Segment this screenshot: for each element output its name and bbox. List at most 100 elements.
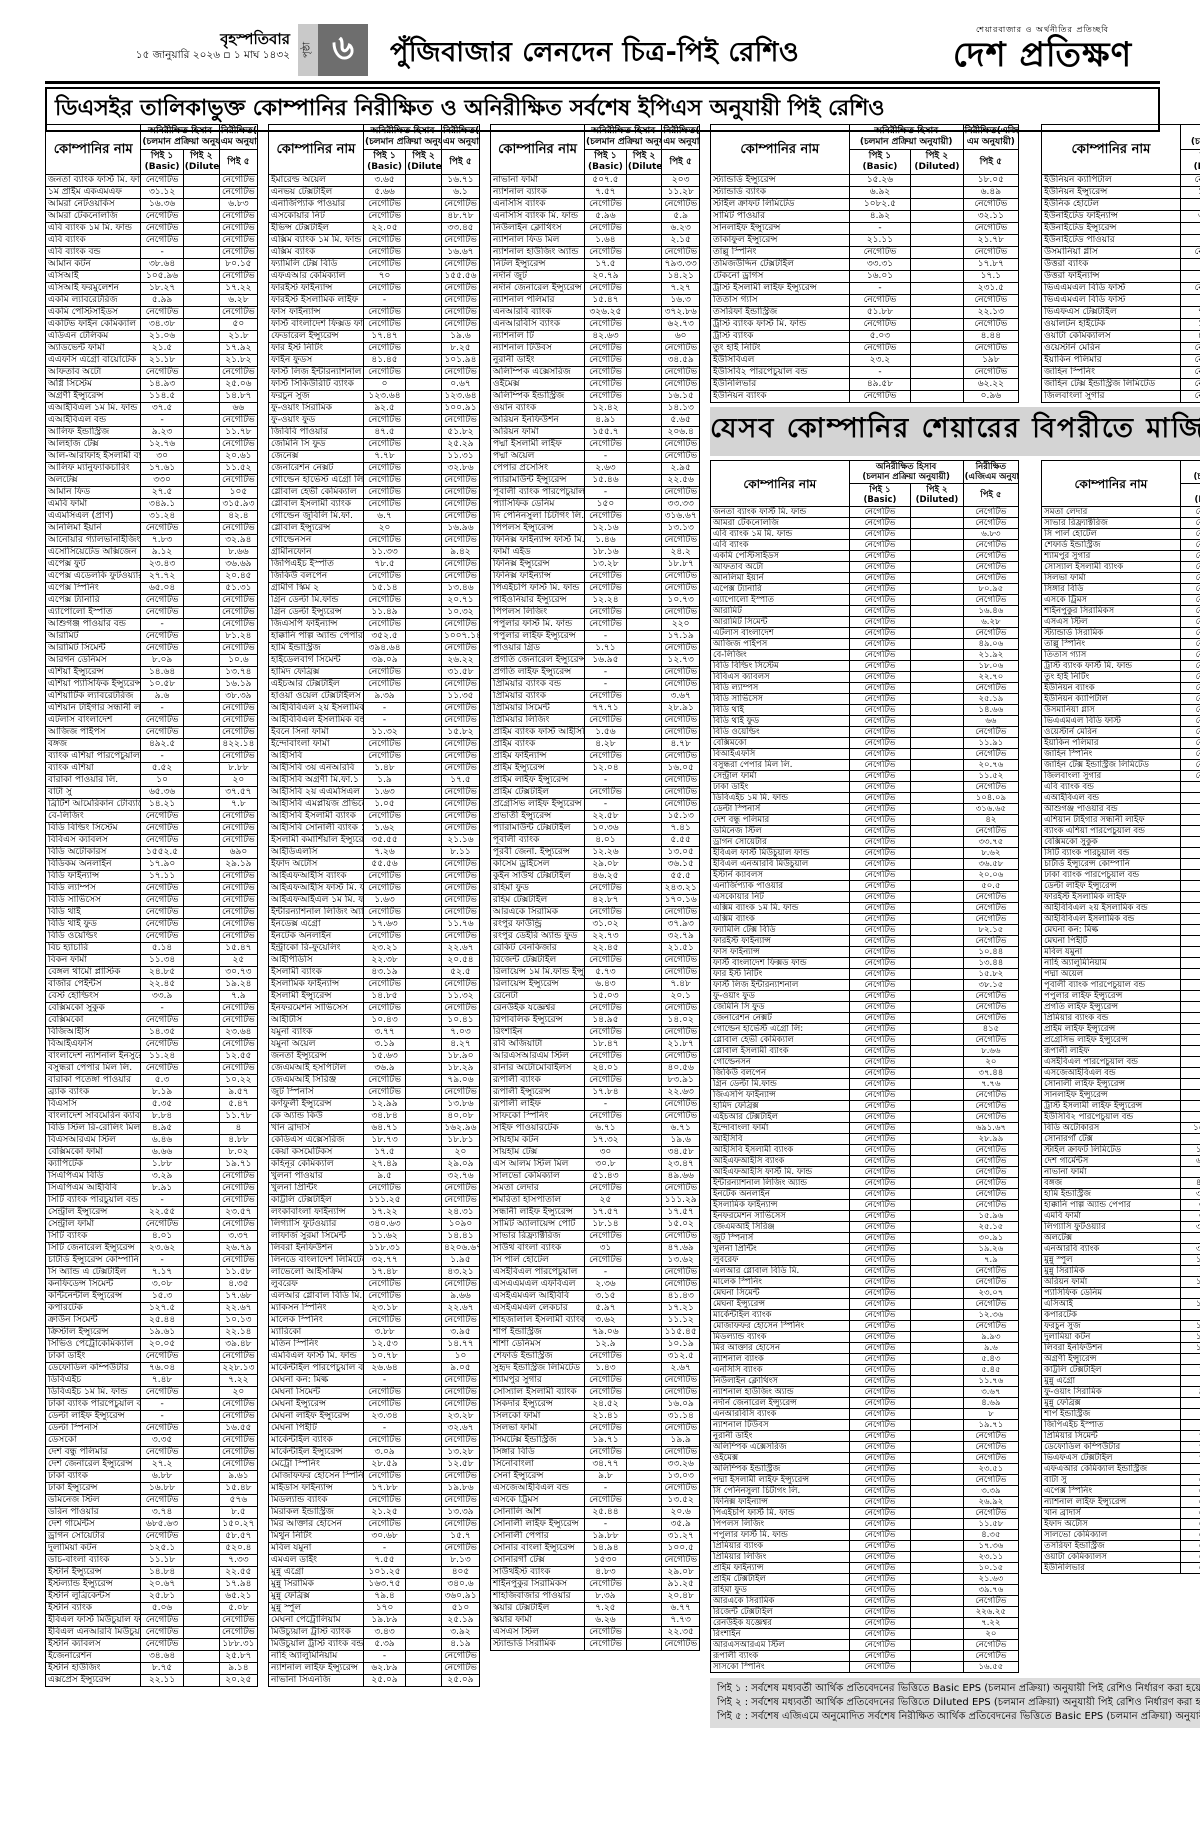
pe2-value	[182, 282, 220, 295]
company-name: এআইবিএল বন্ড	[1041, 792, 1181, 804]
pe2-value	[182, 786, 220, 799]
pe2-value	[182, 186, 220, 199]
pe5-value: নেগেটিভ	[661, 1098, 700, 1111]
company-row: আলিফ ইন্ডাস্ট্রিজ ৯.২৩ ১১.৭৮	[44, 426, 259, 439]
pe1-value: নেগেটিভ	[848, 1628, 912, 1640]
company-name: আইসিবি	[710, 1133, 850, 1145]
table-body: জনতা ব্যাংক ফার্স্ট মি. ফান্ড নেগেটিভ নেগে…	[710, 506, 1020, 1673]
pe2-value	[625, 990, 663, 1003]
pe2-header: পিই ২(Diluted)	[405, 149, 442, 175]
pe5-value: ৪২	[962, 814, 1020, 826]
pe5-value: ১৩.৪৪	[962, 957, 1020, 969]
pe1-value: নেগেটিভ	[584, 1026, 627, 1039]
company-name: ঢাকা ব্যাংক পারপেচুয়াল বন্ড	[1041, 869, 1181, 881]
pe2-value	[182, 1326, 220, 1339]
pe2-value	[910, 270, 964, 283]
pe1-value: ২৫	[584, 1194, 627, 1207]
company-name: জিবিবি পাওয়ার	[268, 426, 364, 439]
pe1-value: -	[584, 1518, 627, 1531]
pe1-value: ৬.৪৬	[140, 1134, 184, 1147]
pe1-value: নেগেটিভ	[140, 726, 184, 739]
pe2-value	[625, 630, 663, 643]
table-header: কোম্পানির নাম অনিরীক্ষিত হিসাব(চলমান প্র…	[1041, 124, 1200, 175]
pe1-value: ৪৮৪.১৭	[1179, 1177, 1200, 1189]
pe1-value: নেগেটিভ	[140, 1614, 184, 1627]
pe1-value: ৩০.৬৮	[362, 1530, 407, 1543]
company-name: জেমিনি সি ফুড	[710, 1001, 850, 1013]
pe1-value: ১১.৩২	[362, 726, 407, 739]
company-name: ফিনিক্স ফাইন্যান্স	[489, 570, 586, 583]
pe2-value	[182, 774, 220, 787]
company-row: কপারটেক ১২৭.৫ ২২.৬৭	[44, 1302, 259, 1315]
company-row: ওয়ান ব্যাংক ১২.৪২ ১৪.১৩	[489, 402, 700, 415]
pe5-value: ১৩.৪৬	[441, 582, 480, 595]
pe2-value	[910, 1287, 964, 1299]
pe5-value: ৩৬.৫৮	[962, 858, 1020, 870]
company-name: আইডিএলসি	[268, 846, 364, 859]
table-body: সমতা লেদারনেগেটিভনেগেটিভসাভার রিফ্র্যাক্…	[1041, 506, 1200, 1574]
pe2-value	[625, 834, 663, 847]
company-row: ক্রাউন সিমেন্ট ২৫.৪৪ ১০.১৩	[44, 1314, 259, 1327]
pe5-value: ৫.০৮	[218, 1602, 259, 1615]
company-row: গোল্ডেনসন নেগেটিভ নেগেটিভ	[268, 534, 480, 547]
pe1-value: -	[140, 1398, 184, 1411]
company-name: কাট্টলি টেক্সটাইল	[1041, 1364, 1181, 1376]
company-row: মেঘনা পিইটি -৩২.৬৭	[268, 1422, 480, 1435]
pe2-value	[910, 1353, 964, 1365]
pe1-value: নেগেটিভ	[1179, 174, 1200, 187]
company-row: মেঘনা সিমেন্ট নেগেটিভ নেগেটিভ	[268, 1386, 480, 1399]
company-row: ওইমেক্স নেগেটিভ নেগেটিভ	[489, 378, 700, 391]
pe1-value: নেগেটিভ	[584, 1254, 627, 1267]
pe1-value: ১৭০	[362, 1602, 407, 1615]
pe2-value	[182, 654, 220, 667]
pe2-value	[910, 627, 964, 639]
pe2-value	[405, 1182, 442, 1195]
pe5-value: নেগেটিভ	[441, 1374, 480, 1387]
pe2-value	[182, 978, 220, 991]
pe1-value: ৩.০৯	[362, 1446, 407, 1459]
pe5-value: নেগেটিভ	[962, 222, 1020, 235]
pe5-value: ৬.৮৩	[218, 198, 259, 211]
pe5-value: নেগেটিভ	[661, 1026, 700, 1039]
company-name: একমি পেস্টিসাইডস	[710, 550, 850, 562]
pe5-value: নেগেটিভ	[441, 486, 480, 499]
pe1-value: ২২.৫৮	[584, 810, 627, 823]
company-row: পিপলস লিজিং নেগেটিভ নেগেটিভ	[489, 606, 700, 619]
pe5-value: নেগেটিভ	[218, 1194, 259, 1207]
pe5-value: নেগেটিভ	[962, 935, 1020, 947]
pe1-value: ৫.৩	[140, 1074, 184, 1087]
pe5-value: ৮.১১	[441, 846, 480, 859]
pe5-value: ১৩.৮৬	[441, 1098, 480, 1111]
company-name: এআইবিএল বন্ড	[44, 414, 142, 427]
pe1-value: নেগেটিভ	[1179, 671, 1200, 683]
company-name: আলিফ ইন্ডাস্ট্রিজ	[44, 426, 142, 439]
pe2-value	[182, 1218, 220, 1231]
pe2-value	[405, 1026, 442, 1039]
pe1-value: নেগেটিভ	[848, 1133, 912, 1145]
pe1-value: -	[1179, 935, 1200, 947]
company-row: রূপালী ব্যাংক নেগেটিভ নেগেটিভ	[710, 1650, 1020, 1662]
pe5-value: ২.৯৫	[661, 462, 700, 475]
company-name: এনআরবি ব্যাংক	[1041, 1243, 1181, 1255]
company-name: তাল্লু স্পিনিং	[710, 246, 850, 259]
logo-tagline: শেয়ারবাজার ও অর্থনীতির প্রতিচ্ছবি	[975, 25, 1110, 34]
pe5-value: নেগেটিভ	[218, 642, 259, 655]
company-name: বিডি ল্যাম্পস	[710, 682, 850, 694]
company-name: আইবিবিএল ইসলামিক বন্ড	[1041, 913, 1181, 925]
company-row: বঙ্গজ৪৮৪.১৭২৬.৩২	[1041, 1177, 1200, 1189]
pe5-value: নেগেটিভ	[661, 1278, 700, 1291]
table-header: কোম্পানির নাম অনিরীক্ষিত হিসাব(চলমান প্র…	[44, 124, 259, 175]
pe2-value	[625, 1086, 663, 1099]
company-name: হামিদ ফেব্রিক্স	[268, 666, 364, 679]
company-row: ডেল্টা লাইফ ইন্স্যুরেন্স-১৯.১১	[1041, 880, 1200, 892]
pe2-value	[182, 246, 220, 259]
company-name: শাইনপুকুর সিরামিকস	[489, 1578, 586, 1591]
company-name: আরএসআরএম স্টিল	[489, 1050, 586, 1063]
pe1-value: ১১.২৪	[140, 1050, 184, 1063]
company-name: পিএইচপি ফার্স্ট মি. ফান্ড	[710, 1507, 850, 1519]
pe1-value: -	[1179, 979, 1200, 991]
pe5-value: ৫২০.৪	[218, 1542, 259, 1555]
pe1-value: নেগেটিভ	[1179, 342, 1200, 355]
company-name: ন্যাশনাল হাউজিং অ্যান্ড	[710, 1386, 850, 1398]
pe2-value	[182, 306, 220, 319]
